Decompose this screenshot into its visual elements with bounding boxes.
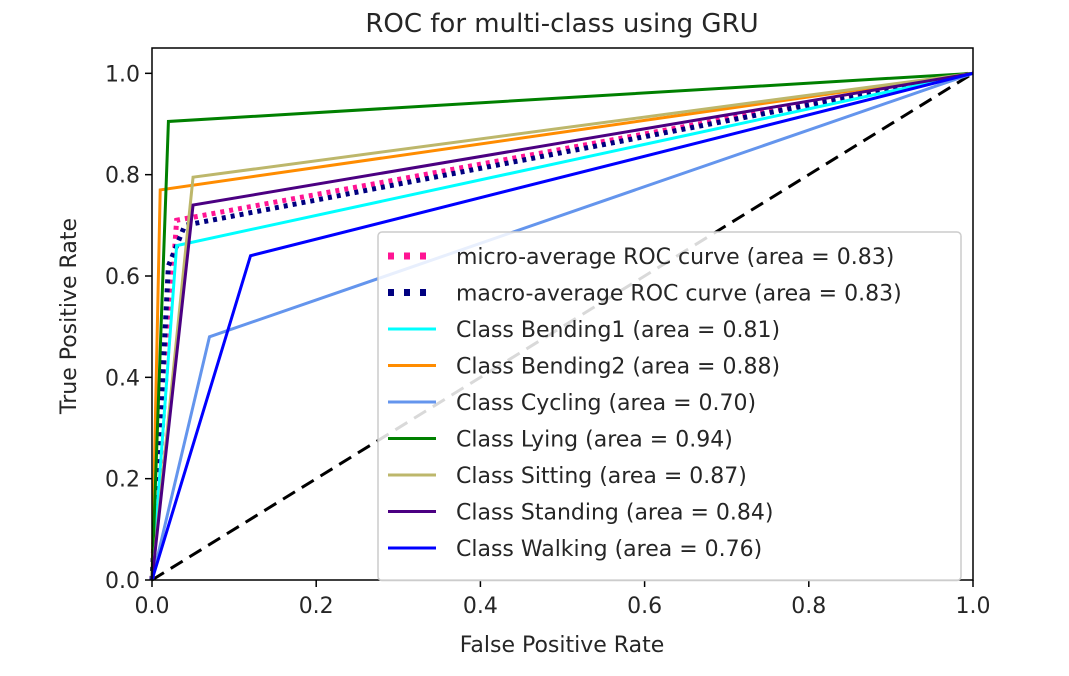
x-tick-label: 0.0: [135, 594, 170, 619]
x-tick-label: 1.0: [956, 594, 991, 619]
legend-entry-label: Class Cycling (area = 0.70): [456, 391, 756, 416]
x-tick-label: 0.6: [627, 594, 662, 619]
y-tick-label: 1.0: [105, 62, 140, 87]
y-tick-label: 0.8: [105, 164, 140, 189]
legend-box: [377, 231, 962, 582]
legend-entry-label: Class Bending2 (area = 0.88): [456, 355, 780, 380]
chance-diagonal-line: [151, 72, 974, 582]
x-axis-ticks: 0.0 0.2 0.4 0.6 0.8 1.0: [135, 580, 991, 619]
roc-series-line-4: [150, 71, 974, 581]
chart-title: ROC for multi-class using GRU: [365, 9, 758, 39]
roc-series-line-2: [150, 71, 974, 581]
plot-area: [149, 47, 974, 582]
y-tick-label: 0.0: [105, 569, 140, 594]
roc-series-line-7: [150, 71, 974, 581]
legend-entry-label: Class Lying (area = 0.94): [456, 428, 733, 453]
roc-series-line-8: [150, 71, 974, 581]
x-tick-label: 0.8: [791, 594, 826, 619]
y-tick-label: 0.2: [105, 468, 140, 493]
x-tick-label: 0.4: [463, 594, 498, 619]
x-axis-label: False Positive Rate: [460, 633, 664, 658]
legend-entry-label: Class Standing (area = 0.84): [456, 501, 774, 526]
legend-entry-label: macro-average ROC curve (area = 0.83): [456, 282, 902, 307]
legend-entry-label: Class Bending1 (area = 0.81): [456, 318, 780, 343]
legend-entry-label: micro-average ROC curve (area = 0.83): [456, 245, 894, 270]
y-tick-label: 0.6: [105, 265, 140, 290]
legend: micro-average ROC curve (area = 0.83) mac…: [377, 231, 962, 582]
y-axis-ticks: 0.0 0.2 0.4 0.6 0.8 1.0: [105, 62, 152, 594]
y-tick-label: 0.4: [105, 366, 140, 391]
y-axis-label: True Positive Rate: [57, 218, 82, 415]
x-tick-label: 0.2: [299, 594, 334, 619]
roc-series-line-3: [150, 71, 974, 581]
legend-entry-label: Class Sitting (area = 0.87): [456, 464, 747, 489]
legend-entry-label: Class Walking (area = 0.76): [456, 537, 762, 562]
roc-series-line-5: [150, 71, 974, 581]
